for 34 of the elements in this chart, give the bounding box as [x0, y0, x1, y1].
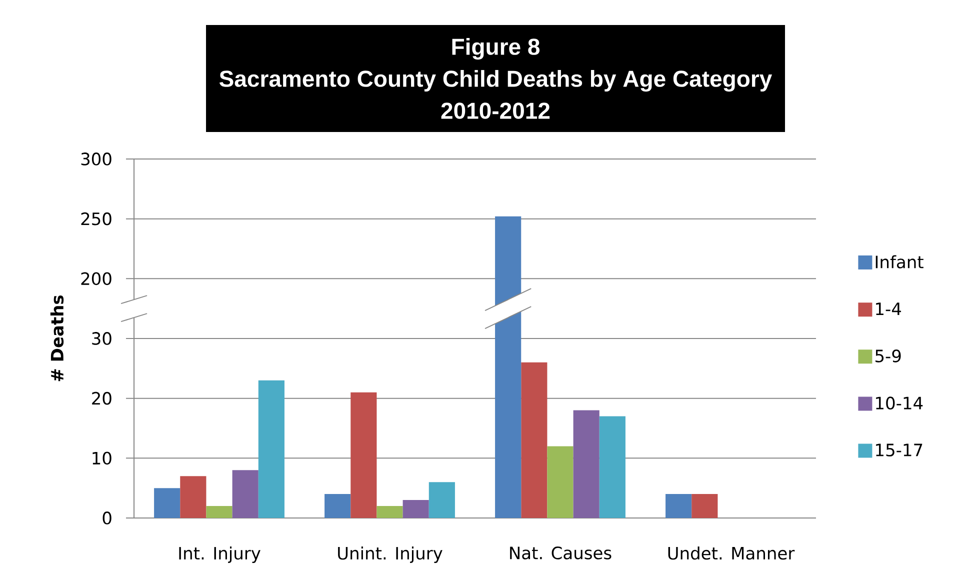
- x-tick-label: Int. Injury: [179, 546, 260, 563]
- legend-label: 5-9: [876, 350, 901, 362]
- chart-title: Figure 8: [452, 38, 540, 60]
- bar: [232, 470, 258, 518]
- bar: [154, 488, 180, 518]
- bar: [258, 380, 284, 518]
- bar: [547, 446, 574, 518]
- x-tick-label: Nat. Causes: [510, 546, 612, 560]
- bar: [573, 410, 600, 518]
- legend-label: 10-14: [876, 396, 923, 410]
- y-tick-label: 30: [92, 332, 112, 345]
- y2-tick-label: 250: [81, 212, 112, 226]
- legend-label: 15-17: [876, 444, 922, 456]
- y2-axis-title: # Deaths: [50, 295, 64, 382]
- bar: [350, 392, 377, 518]
- y2-tick-label: 200: [81, 272, 112, 286]
- bar: [402, 500, 429, 518]
- x-tick-label: Unint. Injury: [338, 546, 442, 563]
- bar: [324, 494, 351, 518]
- y-tick-label: 0: [102, 512, 112, 524]
- bar: [692, 494, 718, 518]
- chart-subtitle: Sacramento County Child Deaths by Age Category 2010-2012: [219, 70, 772, 119]
- y2-tick-label: 300: [81, 152, 112, 166]
- bar: [376, 506, 403, 518]
- bar: [666, 494, 692, 518]
- bar: [180, 476, 206, 518]
- y-tick-label: 10: [92, 452, 112, 465]
- x-tick-label: Undet. Manner: [668, 546, 795, 560]
- bar: [206, 506, 232, 518]
- legend-label: Infant: [876, 255, 924, 268]
- legend-label: 1-4: [876, 302, 902, 316]
- bar: [428, 482, 455, 518]
- bar: [599, 416, 626, 518]
- y-tick-label: 20: [92, 392, 112, 405]
